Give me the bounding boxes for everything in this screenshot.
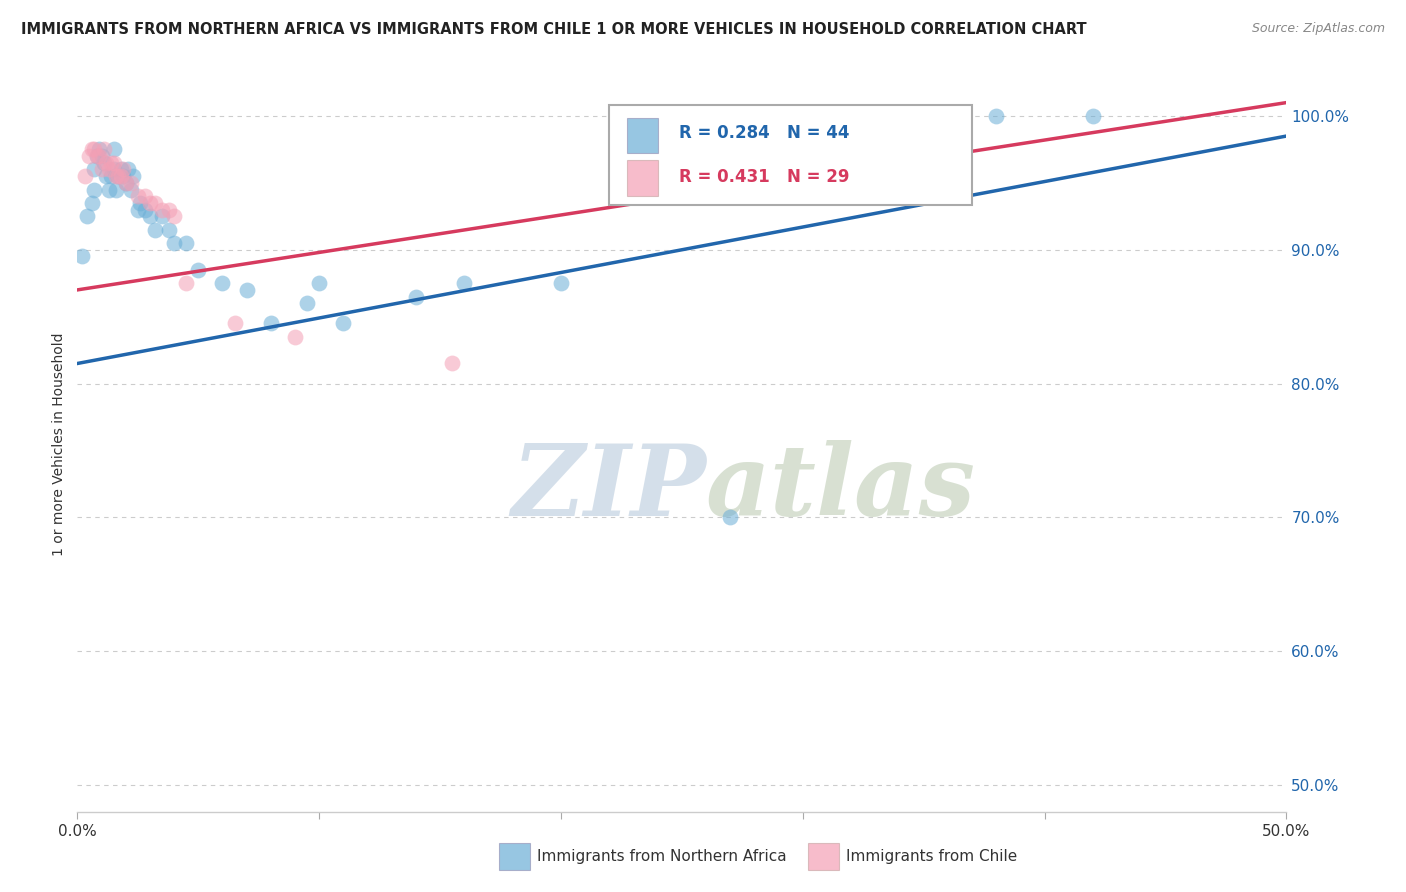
Point [295,296,318,310]
Point [83,142,105,156]
Point [83,162,105,177]
Point [139,195,162,210]
Point [73,169,96,183]
Point [80,142,103,156]
Point [174,235,197,250]
Point [157,202,180,217]
Point [211,276,233,290]
Point [87,149,110,163]
Point [143,195,166,210]
Point [79,149,101,163]
Point [83,182,105,196]
Text: Immigrants from Chile: Immigrants from Chile [846,849,1018,863]
Point [134,189,156,203]
Point [112,169,135,183]
Point [103,162,125,177]
Point [70,249,93,263]
Point [157,222,180,236]
Point [110,169,132,183]
FancyBboxPatch shape [609,105,972,204]
Point [718,510,741,524]
Y-axis label: 1 or more Vehicles in Household: 1 or more Vehicles in Household [52,332,66,556]
Point [453,276,475,290]
Point [112,162,135,177]
Point [260,316,283,330]
Text: Immigrants from Northern Africa: Immigrants from Northern Africa [537,849,787,863]
Text: atlas: atlas [706,440,976,536]
Point [107,169,129,183]
Point [105,169,128,183]
Point [120,182,142,196]
Text: R = 0.431   N = 29: R = 0.431 N = 29 [679,168,851,186]
Point [114,176,136,190]
Point [986,109,1008,123]
Point [163,209,186,223]
Point [122,169,145,183]
Point [1081,109,1104,123]
FancyBboxPatch shape [627,161,658,195]
Point [308,276,330,290]
Point [235,283,257,297]
Point [284,329,307,343]
Point [174,276,197,290]
Point [150,202,173,217]
Point [127,189,149,203]
Point [441,356,464,371]
Point [96,169,118,183]
Text: R = 0.284   N = 44: R = 0.284 N = 44 [679,124,851,142]
Point [127,202,149,217]
Point [90,162,112,177]
Point [97,182,120,196]
Point [80,195,103,210]
FancyBboxPatch shape [627,118,658,153]
Point [97,162,120,177]
Point [550,276,572,290]
Point [93,155,115,169]
Point [87,142,110,156]
Point [187,262,209,277]
Point [129,195,152,210]
Point [150,209,173,223]
Point [103,142,125,156]
Point [163,235,186,250]
Point [134,202,156,217]
Point [86,149,108,163]
Point [76,209,98,223]
Point [96,155,118,169]
Point [100,169,122,183]
Point [332,316,354,330]
Point [90,149,112,163]
Point [139,209,162,223]
Text: IMMIGRANTS FROM NORTHERN AFRICA VS IMMIGRANTS FROM CHILE 1 OR MORE VEHICLES IN H: IMMIGRANTS FROM NORTHERN AFRICA VS IMMIG… [21,22,1087,37]
Point [100,155,122,169]
Point [117,162,139,177]
Point [114,176,136,190]
Point [224,316,246,330]
Point [110,162,132,177]
Point [93,142,115,156]
Text: ZIP: ZIP [512,440,706,536]
Point [405,289,427,303]
Point [143,222,166,236]
Point [105,182,128,196]
Point [86,149,108,163]
Point [120,176,142,190]
Point [103,155,125,169]
Point [107,169,129,183]
Text: Source: ZipAtlas.com: Source: ZipAtlas.com [1251,22,1385,36]
